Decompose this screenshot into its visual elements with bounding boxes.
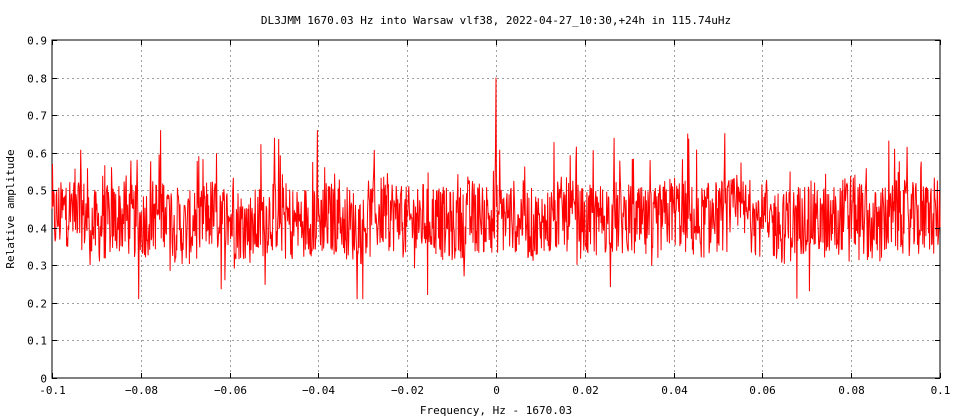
x-tick-label: 0.1 <box>931 384 951 397</box>
spectrum-trace <box>51 77 941 300</box>
y-tick-label: 0.8 <box>27 73 47 86</box>
y-tick-label: 0 <box>40 373 47 386</box>
y-tick-label: 0.9 <box>27 35 47 48</box>
x-tick-label: 0 <box>493 384 500 397</box>
x-tick-label: -0.1 <box>39 384 66 397</box>
y-tick-label: 0.2 <box>27 298 47 311</box>
series-line <box>51 77 941 300</box>
axis-ticks: -0.1 −0.08 −0.06 −0.04 −0.02 0 0.02 0.04 0.06 0.0… <box>27 35 950 398</box>
y-tick-label: 0.1 <box>27 335 47 348</box>
x-tick-label: −0.04 <box>302 384 335 397</box>
x-tick-label: −0.06 <box>214 384 247 397</box>
y-tick-label: 0.5 <box>27 185 47 198</box>
grid-lines <box>52 40 940 378</box>
x-tick-label: 0.02 <box>572 384 599 397</box>
y-tick-label: 0.7 <box>27 110 47 123</box>
x-tick-label: −0.08 <box>125 384 158 397</box>
chart-title: DL3JMM 1670.03 Hz into Warsaw vlf38, 202… <box>261 14 731 27</box>
y-tick-label: 0.4 <box>27 223 47 236</box>
x-tick-label: 0.06 <box>749 384 776 397</box>
y-axis-label: Relative amplitude <box>4 149 17 268</box>
x-axis-label: Frequency, Hz - 1670.03 <box>420 404 572 417</box>
x-tick-label: 0.08 <box>838 384 865 397</box>
x-tick-label: −0.02 <box>391 384 424 397</box>
y-tick-label: 0.3 <box>27 260 47 273</box>
x-tick-label: 0.04 <box>661 384 688 397</box>
y-tick-label: 0.6 <box>27 148 47 161</box>
